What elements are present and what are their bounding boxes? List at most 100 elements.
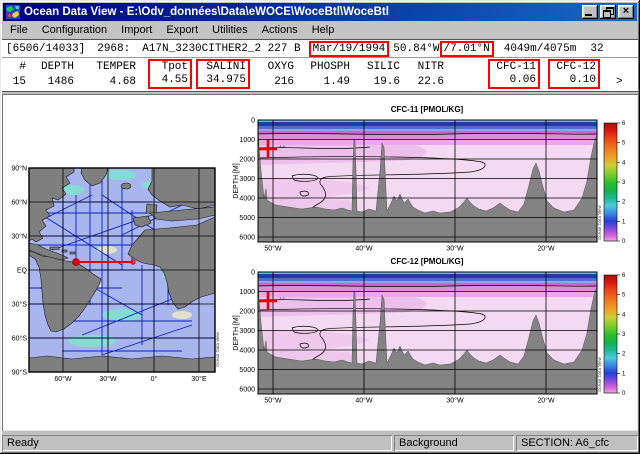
- svg-text:EQ: EQ: [17, 268, 28, 275]
- status-mode: Background: [394, 435, 514, 451]
- menu-item-export[interactable]: Export: [159, 23, 205, 37]
- svg-text:5000: 5000: [239, 367, 255, 374]
- svg-text:6: 6: [622, 273, 626, 279]
- svg-text:4000: 4000: [239, 348, 255, 355]
- svg-text:6000: 6000: [239, 235, 255, 242]
- column-oxyg[interactable]: OXYG216: [256, 60, 296, 90]
- column-silic[interactable]: SILIC19.6: [352, 60, 402, 90]
- svg-text:2000: 2000: [239, 157, 255, 164]
- column-header: CFC-12: [550, 61, 596, 74]
- svg-text:Ocean Data View: Ocean Data View: [597, 204, 602, 240]
- column-cfc12[interactable]: CFC-120.10: [548, 59, 600, 89]
- menu-item-file[interactable]: File: [3, 23, 35, 37]
- cruise-label: A17N_3230CITHER2_2 227 B: [142, 43, 300, 55]
- section-plot-cfc11[interactable]: CFC-11 [PMOL/KG]DEPTH [M]010002000300040…: [230, 101, 636, 256]
- column-value: 4.55: [150, 74, 188, 87]
- station-map[interactable]: 90°N60°N30°NEQ30°S60°S90°S60°W30°W0°30°E…: [2, 155, 234, 401]
- svg-text:1000: 1000: [239, 137, 255, 144]
- minimize-icon: [585, 14, 592, 16]
- column-value: 1.49: [296, 75, 350, 90]
- odv-application-window: Ocean Data View - E:\Odv_données\Data\eW…: [0, 0, 640, 454]
- plot-canvas[interactable]: 90°N60°N30°NEQ30°S60°S90°S60°W30°W0°30°E…: [2, 94, 638, 431]
- station-depths: 4049m/4075m: [504, 43, 577, 55]
- svg-text:90°N: 90°N: [11, 165, 27, 173]
- column-value: 22.6: [402, 75, 444, 90]
- svg-text:0: 0: [251, 118, 255, 125]
- svg-text:0: 0: [251, 270, 255, 277]
- svg-text:2000: 2000: [239, 309, 255, 316]
- column-header: SILIC: [352, 60, 400, 75]
- svg-text:30°W: 30°W: [446, 245, 464, 253]
- section-plot-cfc12[interactable]: CFC-12 [PMOL/KG]DEPTH [M]010002000300040…: [230, 253, 636, 408]
- column-value: 0.06: [490, 74, 536, 87]
- menu-item-configuration[interactable]: Configuration: [35, 23, 114, 37]
- window-title: Ocean Data View - E:\Odv_données\Data\eW…: [24, 6, 582, 18]
- sample-data-table: #15DEPTH1486TEMPER4.68Tpot4.55SALINI34.9…: [2, 58, 638, 90]
- column-temper[interactable]: TEMPER4.68: [76, 60, 138, 90]
- column-depth[interactable]: DEPTH1486: [28, 60, 76, 90]
- column-cfc11[interactable]: CFC-110.06: [488, 59, 540, 89]
- station-sample-count: 32: [590, 43, 603, 55]
- column-value: 0.10: [550, 74, 596, 87]
- svg-text:40°W: 40°W: [355, 397, 373, 405]
- svg-text:1: 1: [622, 371, 626, 377]
- title-bar[interactable]: Ocean Data View - E:\Odv_données\Data\eW…: [3, 3, 637, 21]
- app-icon: [6, 5, 20, 19]
- svg-text:Ocean Data View: Ocean Data View: [597, 356, 602, 392]
- svg-text:30°W: 30°W: [99, 375, 117, 383]
- minimize-button[interactable]: [582, 5, 598, 19]
- column-header: OXYG: [256, 60, 294, 75]
- station-latitude-highlighted[interactable]: /7.01°N: [440, 41, 494, 57]
- svg-text:30°S: 30°S: [12, 301, 28, 309]
- svg-text:4: 4: [622, 160, 626, 166]
- status-section: SECTION: A6_cfc: [516, 435, 638, 451]
- svg-text:2.2: 2.2: [279, 296, 285, 301]
- menu-item-help[interactable]: Help: [305, 23, 342, 37]
- svg-text:3000: 3000: [239, 176, 255, 183]
- svg-text:3: 3: [622, 180, 626, 186]
- column-value: 34.975: [198, 74, 246, 87]
- menu-item-import[interactable]: Import: [114, 23, 159, 37]
- menu-bar: FileConfigurationImportExportUtilitiesAc…: [3, 22, 637, 38]
- menu-item-actions[interactable]: Actions: [255, 23, 305, 37]
- more-columns-indicator[interactable]: >: [616, 75, 623, 90]
- menu-item-utilities[interactable]: Utilities: [205, 23, 254, 37]
- station-date-highlighted[interactable]: Mar/19/1994: [309, 41, 390, 57]
- plot-title: CFC-11 [PMOL/KG]: [391, 105, 464, 114]
- station-counter: [6506/14033]: [6, 43, 85, 55]
- restore-button[interactable]: [600, 5, 616, 19]
- column-tpot[interactable]: Tpot4.55: [148, 59, 192, 89]
- svg-text:60°S: 60°S: [12, 335, 28, 343]
- close-button[interactable]: ×: [618, 5, 634, 19]
- svg-text:5000: 5000: [239, 215, 255, 222]
- svg-text:4000: 4000: [239, 196, 255, 203]
- svg-text:3: 3: [622, 332, 626, 338]
- svg-text:3000: 3000: [239, 328, 255, 335]
- svg-text:1: 1: [622, 219, 626, 225]
- svg-text:0: 0: [622, 391, 626, 397]
- svg-text:Ocean Data View: Ocean Data View: [215, 331, 220, 367]
- svg-text:1000: 1000: [239, 289, 255, 296]
- column-header: PHOSPH: [296, 60, 350, 75]
- column-salini[interactable]: SALINI34.975: [196, 59, 250, 89]
- svg-text:40°W: 40°W: [355, 245, 373, 253]
- column-value: 1486: [28, 75, 74, 90]
- status-message: Ready: [2, 435, 392, 451]
- svg-text:50°W: 50°W: [264, 397, 282, 405]
- column-nitr[interactable]: NITR22.6: [402, 60, 446, 90]
- svg-text:4: 4: [622, 312, 626, 318]
- station-info-bar: [6506/14033] 2968: A17N_3230CITHER2_2 22…: [2, 40, 638, 58]
- station-number: 2968:: [97, 43, 130, 55]
- svg-text:50°W: 50°W: [264, 245, 282, 253]
- column-header: DEPTH: [28, 60, 74, 75]
- column-phosph[interactable]: PHOSPH1.49: [296, 60, 352, 90]
- current-station-marker[interactable]: [73, 259, 80, 266]
- column-num[interactable]: #15: [6, 60, 28, 90]
- column-header: TEMPER: [76, 60, 136, 75]
- column-header: #: [6, 60, 26, 75]
- column-value: 4.68: [76, 75, 136, 90]
- svg-text:5: 5: [622, 141, 626, 147]
- column-header: Tpot: [150, 61, 188, 74]
- svg-text:60°N: 60°N: [11, 199, 27, 207]
- svg-text:0: 0: [622, 239, 626, 245]
